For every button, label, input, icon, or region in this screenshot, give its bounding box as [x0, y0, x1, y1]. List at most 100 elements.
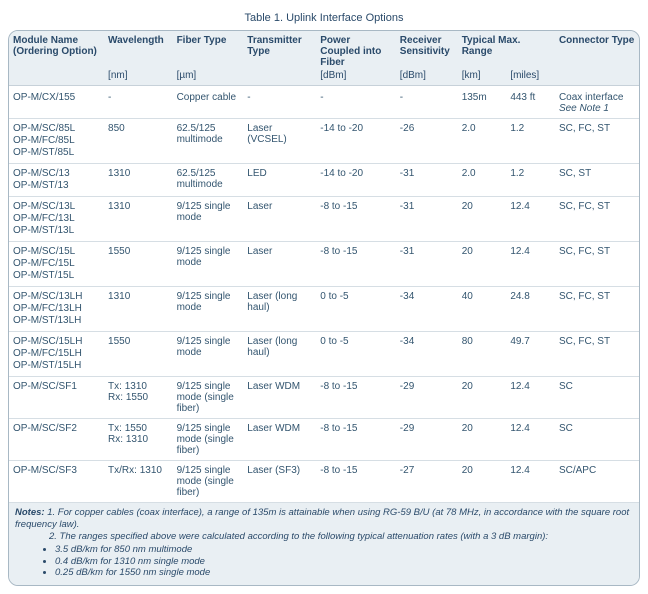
unit-rx: [dBm]: [396, 68, 458, 86]
cell-module: OP-M/CX/155: [9, 86, 104, 119]
cell-power: -8 to -15: [316, 419, 396, 461]
cell-range-km: 40: [458, 287, 507, 332]
cell-rx: -27: [396, 461, 458, 503]
cell-tx: Laser (VCSEL): [243, 119, 316, 164]
cell-tx: Laser WDM: [243, 419, 316, 461]
cell-tx: Laser (SF3): [243, 461, 316, 503]
cell-module: OP-M/SC/13LOP-M/FC/13LOP-M/ST/13L: [9, 197, 104, 242]
cell-rx: -31: [396, 242, 458, 287]
cell-module: OP-M/SC/13OP-M/ST/13: [9, 164, 104, 197]
cell-conn: SC: [555, 377, 639, 419]
cell-conn: SC, FC, ST: [555, 287, 639, 332]
cell-range-km: 20: [458, 419, 507, 461]
cell-power: 0 to -5: [316, 332, 396, 377]
cell-range-km: 20: [458, 377, 507, 419]
cell-wavelength: 850: [104, 119, 173, 164]
cell-module: OP-M/SC/15LHOP-M/FC/15LHOP-M/ST/15LH: [9, 332, 104, 377]
cell-rx: -31: [396, 197, 458, 242]
cell-wavelength: Tx: 1310Rx: 1550: [104, 377, 173, 419]
uplink-table: Module Name (Ordering Option) Wavelength…: [9, 31, 639, 503]
cell-wavelength: Tx/Rx: 1310: [104, 461, 173, 503]
cell-range-mi: 1.2: [506, 164, 555, 197]
table-panel: Module Name (Ordering Option) Wavelength…: [8, 30, 640, 586]
cell-range-mi: 443 ft: [506, 86, 555, 119]
col-tx: Transmitter Type: [243, 31, 316, 68]
cell-power: -8 to -15: [316, 197, 396, 242]
cell-fiber: 62.5/125 multimode: [173, 164, 244, 197]
col-power: Power Coupled into Fiber: [316, 31, 396, 68]
cell-range-mi: 12.4: [506, 461, 555, 503]
cell-wavelength: 1310: [104, 287, 173, 332]
notes-lead: Notes:: [15, 507, 45, 518]
unit-wavelength: [nm]: [104, 68, 173, 86]
table-row: OP-M/SC/SF3Tx/Rx: 13109/125 single mode …: [9, 461, 639, 503]
cell-wavelength: -: [104, 86, 173, 119]
cell-fiber: 9/125 single mode: [173, 242, 244, 287]
note-bullet: 0.25 dB/km for 1550 nm single mode: [55, 567, 633, 579]
cell-conn: Coax interfaceSee Note 1: [555, 86, 639, 119]
cell-range-km: 80: [458, 332, 507, 377]
cell-power: -8 to -15: [316, 461, 396, 503]
cell-tx: -: [243, 86, 316, 119]
cell-rx: -34: [396, 287, 458, 332]
cell-range-mi: 49.7: [506, 332, 555, 377]
cell-fiber: 9/125 single mode (single fiber): [173, 419, 244, 461]
cell-module: OP-M/SC/SF1: [9, 377, 104, 419]
unit-conn: [555, 68, 639, 86]
table-row: OP-M/SC/SF1Tx: 1310Rx: 15509/125 single …: [9, 377, 639, 419]
col-fiber: Fiber Type: [173, 31, 244, 68]
cell-range-km: 20: [458, 461, 507, 503]
note-bullet: 0.4 dB/km for 1310 nm single mode: [55, 556, 633, 568]
table-notes: Notes: 1. For copper cables (coax interf…: [9, 503, 639, 585]
cell-module: OP-M/SC/15LOP-M/FC/15LOP-M/ST/15L: [9, 242, 104, 287]
col-rx: Receiver Sensitivity: [396, 31, 458, 68]
cell-fiber: 9/125 single mode: [173, 287, 244, 332]
cell-conn: SC: [555, 419, 639, 461]
table-row: OP-M/SC/85LOP-M/FC/85LOP-M/ST/85L85062.5…: [9, 119, 639, 164]
table-row: OP-M/SC/SF2Tx: 1550Rx: 13109/125 single …: [9, 419, 639, 461]
cell-power: -14 to -20: [316, 119, 396, 164]
note-bullets: 3.5 dB/km for 850 nm multimode0.4 dB/km …: [55, 544, 633, 580]
table-row: OP-M/SC/13OP-M/ST/13131062.5/125 multimo…: [9, 164, 639, 197]
table-row: OP-M/SC/15LOP-M/FC/15LOP-M/ST/15L15509/1…: [9, 242, 639, 287]
cell-conn: SC, ST: [555, 164, 639, 197]
unit-fiber: [µm]: [173, 68, 244, 86]
cell-tx: Laser (long haul): [243, 287, 316, 332]
cell-fiber: 9/125 single mode: [173, 197, 244, 242]
unit-module: [9, 68, 104, 86]
cell-wavelength: 1310: [104, 164, 173, 197]
cell-wavelength: 1310: [104, 197, 173, 242]
cell-power: -14 to -20: [316, 164, 396, 197]
table-row: OP-M/CX/155-Copper cable---135m443 ftCoa…: [9, 86, 639, 119]
cell-range-km: 135m: [458, 86, 507, 119]
unit-tx: [243, 68, 316, 86]
unit-power: [dBm]: [316, 68, 396, 86]
unit-range-km: [km]: [458, 68, 507, 86]
cell-conn: SC, FC, ST: [555, 332, 639, 377]
table-row: OP-M/SC/15LHOP-M/FC/15LHOP-M/ST/15LH1550…: [9, 332, 639, 377]
cell-fiber: 9/125 single mode (single fiber): [173, 461, 244, 503]
cell-module: OP-M/SC/SF2: [9, 419, 104, 461]
cell-range-mi: 12.4: [506, 377, 555, 419]
col-conn: Connector Type: [555, 31, 639, 68]
cell-rx: -26: [396, 119, 458, 164]
cell-fiber: 9/125 single mode: [173, 332, 244, 377]
note-bullet: 3.5 dB/km for 850 nm multimode: [55, 544, 633, 556]
cell-tx: LED: [243, 164, 316, 197]
cell-range-mi: 12.4: [506, 197, 555, 242]
cell-rx: -29: [396, 377, 458, 419]
unit-range-mi: [miles]: [506, 68, 555, 86]
note-1: 1. For copper cables (coax interface), a…: [15, 507, 629, 530]
cell-tx: Laser (long haul): [243, 332, 316, 377]
cell-conn: SC, FC, ST: [555, 242, 639, 287]
cell-module: OP-M/SC/85LOP-M/FC/85LOP-M/ST/85L: [9, 119, 104, 164]
cell-fiber: 9/125 single mode (single fiber): [173, 377, 244, 419]
cell-range-km: 20: [458, 197, 507, 242]
table-row: OP-M/SC/13LHOP-M/FC/13LHOP-M/ST/13LH1310…: [9, 287, 639, 332]
table-caption: Table 1. Uplink Interface Options: [8, 8, 640, 30]
cell-wavelength: Tx: 1550Rx: 1310: [104, 419, 173, 461]
cell-range-km: 20: [458, 242, 507, 287]
cell-tx: Laser WDM: [243, 377, 316, 419]
cell-conn: SC, FC, ST: [555, 197, 639, 242]
cell-rx: -: [396, 86, 458, 119]
